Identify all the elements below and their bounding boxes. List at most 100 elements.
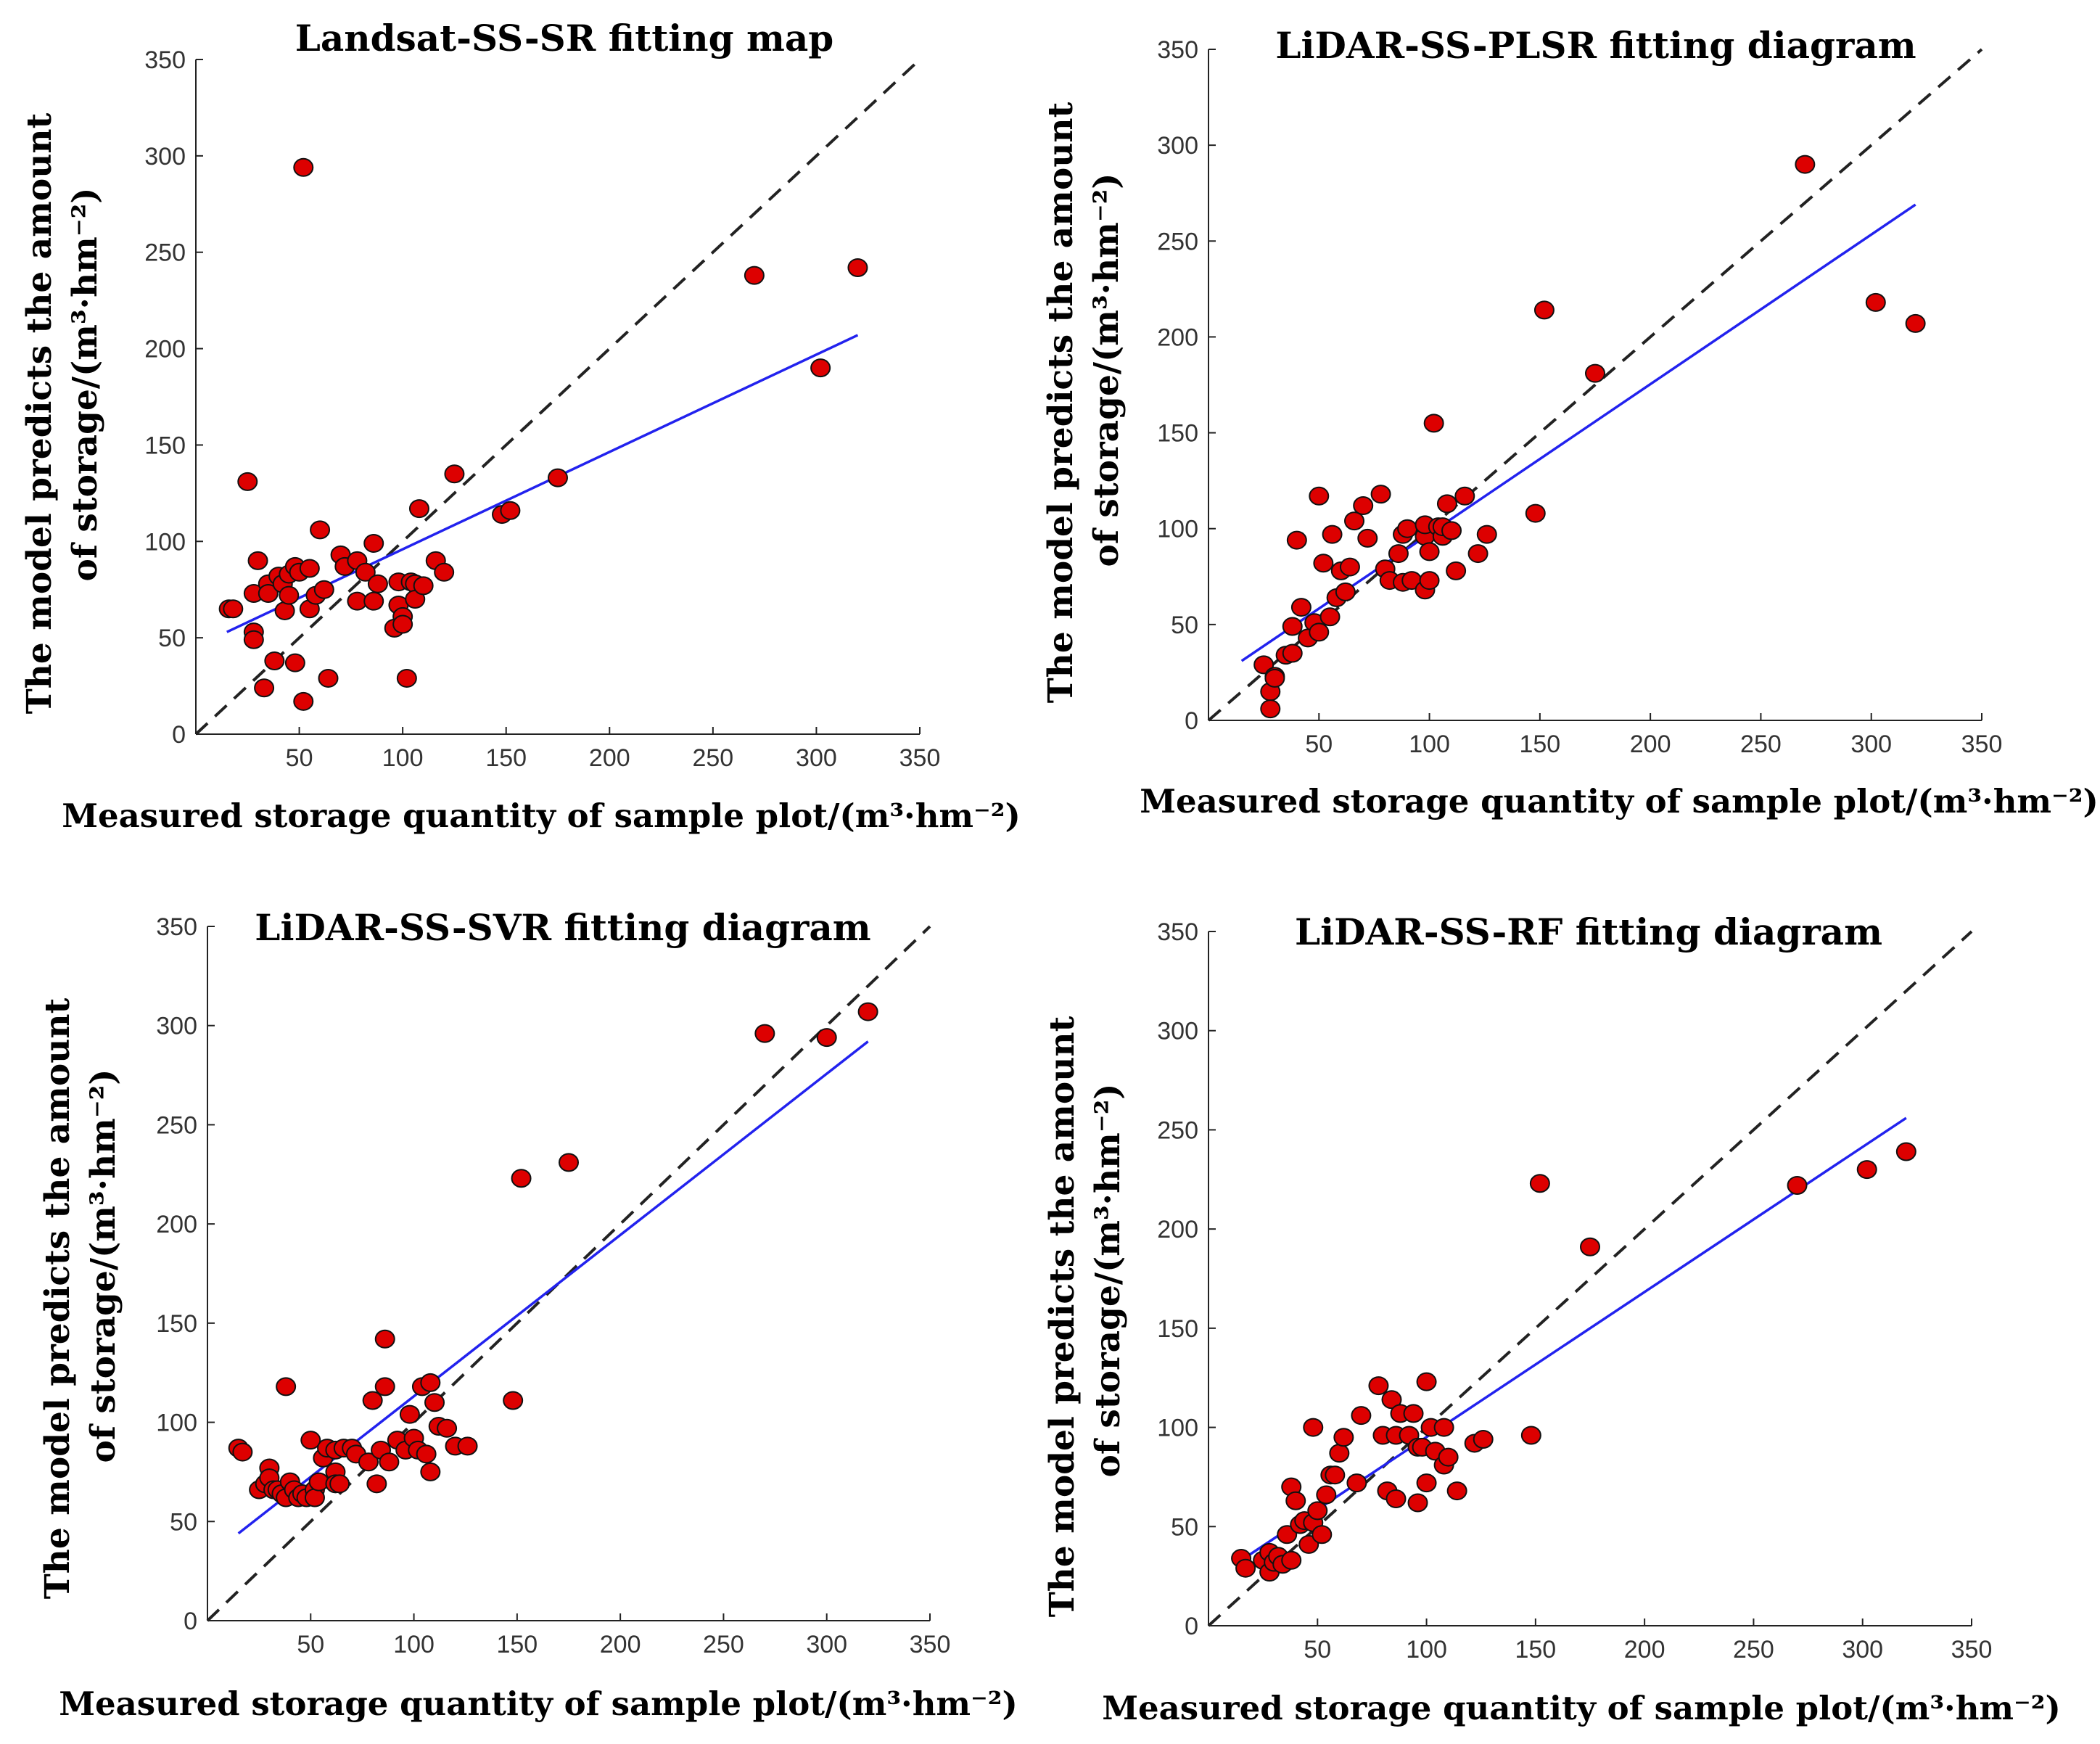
data-point bbox=[754, 1024, 775, 1043]
x-tick-label: 150 bbox=[1519, 731, 1560, 758]
y-tick-label: 0 bbox=[1185, 707, 1198, 735]
data-point bbox=[1325, 1465, 1346, 1485]
data-point bbox=[857, 1002, 878, 1021]
y-tick-label: 250 bbox=[1157, 228, 1198, 255]
chart-title: LiDAR-SS-RF fitting diagram bbox=[1295, 910, 1882, 953]
fit-line bbox=[1240, 203, 1916, 662]
x-tick-label: 350 bbox=[1961, 731, 2003, 758]
y-axis-label-line1: The model predicts the amount bbox=[1042, 1016, 1082, 1617]
data-point bbox=[237, 472, 258, 491]
data-point bbox=[1446, 1481, 1467, 1501]
data-point bbox=[1433, 1418, 1454, 1437]
data-point bbox=[396, 668, 417, 688]
data-point bbox=[1351, 1406, 1372, 1426]
data-point bbox=[1473, 1429, 1494, 1449]
data-point bbox=[362, 1391, 383, 1410]
y-axis-label-line2: of storage/(m³·hm⁻²) bbox=[65, 187, 105, 581]
data-point bbox=[500, 501, 521, 520]
data-point bbox=[1282, 643, 1303, 663]
data-point bbox=[1454, 486, 1475, 506]
data-point bbox=[374, 1377, 395, 1397]
data-point bbox=[437, 1418, 458, 1438]
x-tick-label: 200 bbox=[1630, 731, 1671, 758]
y-tick-label: 0 bbox=[1185, 1613, 1198, 1640]
data-point bbox=[816, 1028, 837, 1048]
data-point bbox=[1423, 414, 1444, 433]
data-point bbox=[254, 678, 275, 698]
data-point bbox=[355, 562, 376, 582]
data-point bbox=[1319, 607, 1341, 627]
data-point bbox=[1282, 617, 1303, 636]
data-point bbox=[1403, 1404, 1424, 1423]
data-point bbox=[1895, 1142, 1916, 1161]
y-tick-label: 200 bbox=[144, 336, 186, 363]
y-tick-label: 350 bbox=[1157, 918, 1198, 946]
data-point bbox=[434, 562, 455, 582]
data-point bbox=[1407, 1493, 1428, 1513]
data-point bbox=[379, 1452, 400, 1472]
y-tick-label: 300 bbox=[144, 143, 186, 170]
data-point bbox=[1313, 554, 1334, 573]
data-point bbox=[1333, 1428, 1354, 1447]
y-tick-label: 300 bbox=[1157, 1018, 1198, 1045]
data-point bbox=[299, 559, 320, 578]
data-point bbox=[258, 584, 279, 604]
y-tick-label: 100 bbox=[144, 528, 186, 556]
data-point bbox=[1309, 486, 1330, 506]
panel-lidar-ss-plsr: LiDAR-SS-PLSR fitting diagram The model … bbox=[1041, 24, 2099, 820]
data-point bbox=[1339, 557, 1360, 577]
data-point bbox=[420, 1373, 441, 1392]
data-point bbox=[744, 266, 765, 285]
data-point bbox=[408, 499, 429, 519]
x-tick-label: 250 bbox=[1740, 731, 1782, 758]
x-axis-label: Measured storage quantity of sample plot… bbox=[59, 1685, 1018, 1723]
y-axis-label-line1: The model predicts the amount bbox=[20, 112, 59, 714]
x-tick-label: 300 bbox=[1850, 731, 1892, 758]
panel-lidar-ss-svr: LiDAR-SS-SVR fitting diagram The model p… bbox=[38, 906, 1018, 1723]
y-tick-label: 300 bbox=[156, 1013, 197, 1040]
y-axis-label-line2: of storage/(m³·hm⁻²) bbox=[1088, 1083, 1128, 1477]
data-point bbox=[293, 691, 314, 711]
x-tick-label: 250 bbox=[703, 1631, 744, 1658]
y-tick-label: 0 bbox=[172, 721, 186, 749]
y-tick-label: 150 bbox=[144, 432, 186, 459]
data-point bbox=[1419, 571, 1440, 591]
data-point bbox=[274, 601, 295, 620]
data-point bbox=[1905, 313, 1926, 333]
x-axis-label: Measured storage quantity of sample plot… bbox=[1140, 782, 2099, 820]
data-point bbox=[300, 1431, 321, 1450]
data-point bbox=[1344, 511, 1365, 531]
data-point bbox=[1787, 1175, 1808, 1195]
data-point bbox=[1260, 699, 1281, 719]
x-tick-label: 100 bbox=[1406, 1636, 1447, 1663]
data-point bbox=[1385, 1489, 1407, 1509]
data-point bbox=[363, 591, 384, 611]
x-tick-label: 150 bbox=[1515, 1636, 1556, 1663]
data-point bbox=[1264, 668, 1285, 688]
data-point bbox=[367, 574, 388, 593]
data-point bbox=[374, 1329, 395, 1349]
data-point bbox=[1856, 1160, 1877, 1180]
data-point bbox=[503, 1391, 524, 1410]
x-tick-label: 100 bbox=[1409, 731, 1450, 758]
data-point bbox=[1290, 598, 1312, 617]
chart-title: LiDAR-SS-SVR fitting diagram bbox=[255, 906, 870, 949]
y-axis-label-line1: The model predicts the amount bbox=[38, 998, 78, 1599]
x-tick-label: 250 bbox=[692, 744, 733, 772]
y-tick-label: 350 bbox=[156, 913, 197, 941]
data-point bbox=[559, 1153, 579, 1172]
y-tick-label: 0 bbox=[184, 1608, 197, 1635]
y-tick-label: 100 bbox=[1157, 1415, 1198, 1442]
x-tick-label: 200 bbox=[600, 1631, 641, 1658]
data-point bbox=[1357, 528, 1378, 548]
data-point bbox=[1580, 1237, 1600, 1256]
y-tick-label: 200 bbox=[1157, 324, 1198, 351]
x-tick-label: 150 bbox=[485, 744, 527, 772]
x-tick-label: 350 bbox=[910, 1631, 951, 1658]
x-tick-label: 300 bbox=[1842, 1636, 1883, 1663]
data-point bbox=[284, 653, 305, 672]
data-point bbox=[1525, 503, 1546, 523]
data-point bbox=[1416, 1473, 1437, 1493]
data-point bbox=[1438, 1447, 1459, 1467]
